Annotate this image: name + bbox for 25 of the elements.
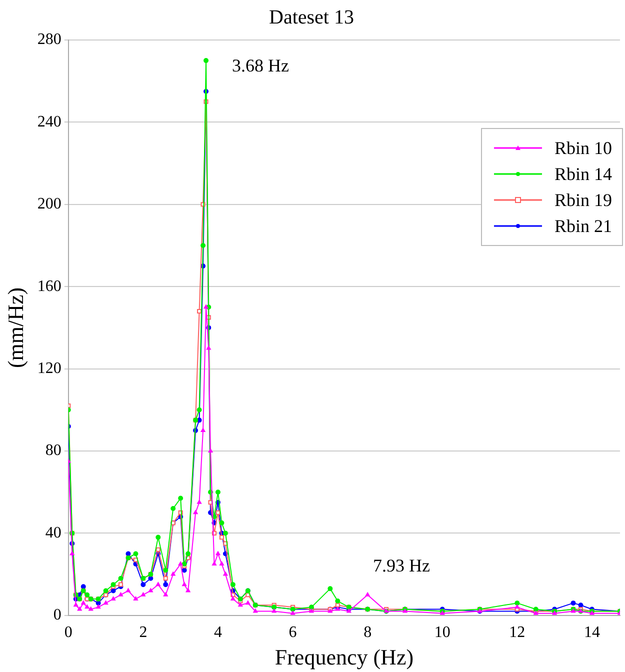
x-tick-label: 10 <box>434 624 450 642</box>
legend-label: Rbin 10 <box>554 138 612 158</box>
x-tick-label: 4 <box>214 624 222 642</box>
x-tick-label: 0 <box>64 624 72 642</box>
legend-label: Rbin 21 <box>554 216 612 236</box>
y-axis-title: (mm/Hz) <box>2 287 28 368</box>
annotation: 3.68 Hz <box>232 55 290 76</box>
chart-title: Dateset 13 <box>269 6 354 28</box>
x-tick-label: 12 <box>509 624 526 642</box>
y-tick-label: 80 <box>45 442 62 460</box>
y-tick-label: 0 <box>53 606 62 624</box>
y-tick-label: 120 <box>37 360 62 378</box>
y-tick-label: 200 <box>37 196 62 213</box>
y-tick-label: 240 <box>37 113 62 130</box>
x-tick-label: 2 <box>139 624 148 642</box>
x-tick-label: 6 <box>288 624 297 642</box>
x-tick-label: 14 <box>584 624 600 642</box>
legend-label: Rbin 14 <box>554 164 612 184</box>
y-tick-label: 280 <box>37 31 62 48</box>
y-tick-label: 160 <box>37 278 62 295</box>
y-tick-label: 40 <box>45 524 62 542</box>
annotation: 7.93 Hz <box>372 556 430 576</box>
x-tick-label: 8 <box>364 624 372 642</box>
legend-label: Rbin 19 <box>554 190 612 210</box>
x-axis-title: Frequency (Hz) <box>274 644 414 670</box>
